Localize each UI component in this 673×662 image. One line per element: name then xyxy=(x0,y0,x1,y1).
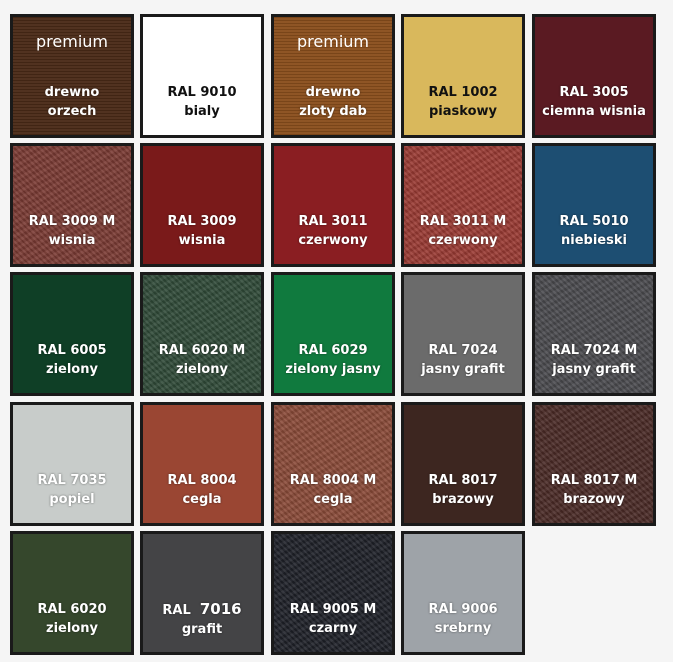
swatch-code: RAL 7024 M xyxy=(550,343,638,358)
color-swatch[interactable]: RAL 8004 M cegla xyxy=(271,402,395,526)
color-swatch[interactable]: premium drewno zloty dab xyxy=(271,14,395,138)
swatch-label: RAL 7016 grafit xyxy=(143,600,261,639)
swatch-name: niebieski xyxy=(561,233,627,248)
swatch-name: cegla xyxy=(313,492,353,507)
swatch-code: drewno xyxy=(305,85,361,100)
swatch-label: RAL 7035 popiel xyxy=(13,471,131,509)
swatch-label: RAL 3009 M wisnia xyxy=(13,212,131,250)
color-swatch[interactable]: RAL 8017 brazowy xyxy=(401,402,525,526)
swatch-label: RAL 6020 zielony xyxy=(13,600,131,638)
swatch-label: RAL 9010 bialy xyxy=(143,83,261,121)
swatch-label: RAL 3011 M czerwony xyxy=(404,212,522,250)
swatch-label: RAL 8017 brazowy xyxy=(404,471,522,509)
color-swatch[interactable]: RAL 6029 zielony jasny xyxy=(271,272,395,396)
swatch-label: RAL 9006 srebrny xyxy=(404,600,522,638)
swatch-code: RAL 9010 xyxy=(167,85,237,100)
color-swatch[interactable]: RAL 9010 bialy xyxy=(140,14,264,138)
swatch-name: srebrny xyxy=(434,621,492,636)
swatch-name: brazowy xyxy=(432,492,494,507)
color-swatch[interactable]: RAL 3009 wisnia xyxy=(140,143,264,267)
swatch-name: popiel xyxy=(49,492,95,507)
color-swatch[interactable]: RAL 1002 piaskowy xyxy=(401,14,525,138)
swatch-label: RAL 6029 zielony jasny xyxy=(274,341,392,379)
swatch-name: zielony xyxy=(176,362,228,377)
swatch-name: bialy xyxy=(184,104,220,119)
swatch-code: RAL 3011 M xyxy=(419,214,507,229)
color-swatch[interactable]: RAL 7035 popiel xyxy=(10,402,134,526)
color-swatch[interactable]: RAL 7024 M jasny grafit xyxy=(532,272,656,396)
swatch-code: drewno xyxy=(44,85,100,100)
swatch-label: RAL 7024 jasny grafit xyxy=(404,341,522,379)
color-swatch[interactable]: RAL 3011 M czerwony xyxy=(401,143,525,267)
color-swatch[interactable]: RAL 5010 niebieski xyxy=(532,143,656,267)
swatch-name: wisnia xyxy=(48,233,96,248)
swatch-label: RAL 5010 niebieski xyxy=(535,212,653,250)
swatch-name: brazowy xyxy=(563,492,625,507)
swatch-code: RAL 3005 xyxy=(559,85,629,100)
swatch-name: czerwony xyxy=(428,233,498,248)
color-swatch[interactable]: RAL 9005 M czarny xyxy=(271,531,395,655)
swatch-label: RAL 3011 czerwony xyxy=(274,212,392,250)
swatch-name: jasny grafit xyxy=(552,362,636,377)
swatch-name: orzech xyxy=(47,104,97,119)
swatch-label: RAL 1002 piaskowy xyxy=(404,83,522,121)
swatch-code: RAL 6005 xyxy=(37,343,107,358)
color-swatch[interactable]: RAL 7024 jasny grafit xyxy=(401,272,525,396)
swatch-label: RAL 8004 M cegla xyxy=(274,471,392,509)
color-swatch[interactable]: RAL 9006 srebrny xyxy=(401,531,525,655)
swatch-label: drewno orzech xyxy=(13,83,131,121)
swatch-code: RAL 9005 M xyxy=(289,602,377,617)
swatch-label: RAL 6005 zielony xyxy=(13,341,131,379)
swatch-name: ciemna wisnia xyxy=(542,104,646,119)
premium-label: premium xyxy=(297,32,369,51)
color-swatch[interactable]: RAL 3005 ciemna wisnia xyxy=(532,14,656,138)
swatch-name: zielony jasny xyxy=(285,362,381,377)
swatch-name: zielony xyxy=(46,362,98,377)
swatch-code: RAL 1002 xyxy=(428,85,498,100)
swatch-code: RAL 7035 xyxy=(37,473,107,488)
color-swatch[interactable]: RAL 6020 zielony xyxy=(10,531,134,655)
swatch-code: RAL 8017 M xyxy=(550,473,638,488)
color-swatch[interactable]: RAL 6005 zielony xyxy=(10,272,134,396)
swatch-code: RAL 3011 xyxy=(298,214,368,229)
swatch-name: piaskowy xyxy=(429,104,497,119)
color-swatch[interactable]: RAL 8004 cegla xyxy=(140,402,264,526)
swatch-code: RAL 7016 xyxy=(162,600,242,618)
color-swatch[interactable]: RAL 8017 M brazowy xyxy=(532,402,656,526)
color-swatch[interactable]: RAL 3011 czerwony xyxy=(271,143,395,267)
swatch-code: RAL 6020 M xyxy=(158,343,246,358)
swatch-label: RAL 7024 M jasny grafit xyxy=(535,341,653,379)
swatch-code: RAL 8017 xyxy=(428,473,498,488)
swatch-code: RAL 8004 xyxy=(167,473,237,488)
swatch-name: zielony xyxy=(46,621,98,636)
swatch-name: zloty dab xyxy=(299,104,367,119)
swatch-name: grafit xyxy=(181,622,223,637)
color-swatch[interactable]: RAL 3009 M wisnia xyxy=(10,143,134,267)
premium-label: premium xyxy=(36,32,108,51)
swatch-label: RAL 3009 wisnia xyxy=(143,212,261,250)
swatch-name: jasny grafit xyxy=(421,362,505,377)
color-swatch[interactable]: premium drewno orzech xyxy=(10,14,134,138)
swatch-label: RAL 9005 M czarny xyxy=(274,600,392,638)
swatch-name: czerwony xyxy=(298,233,368,248)
swatch-code: RAL 3009 xyxy=(167,214,237,229)
swatch-code: RAL 3009 M xyxy=(28,214,116,229)
swatch-label: drewno zloty dab xyxy=(274,83,392,121)
swatch-label: RAL 3005 ciemna wisnia xyxy=(535,83,653,121)
swatch-code: RAL 6020 xyxy=(37,602,107,617)
swatch-name: cegla xyxy=(182,492,222,507)
swatch-label: RAL 8004 cegla xyxy=(143,471,261,509)
swatch-code: RAL 6029 xyxy=(298,343,368,358)
color-swatch[interactable]: RAL 6020 M zielony xyxy=(140,272,264,396)
swatch-code: RAL 7024 xyxy=(428,343,498,358)
swatch-code: RAL 8004 M xyxy=(289,473,377,488)
swatch-code: RAL 9006 xyxy=(428,602,498,617)
swatch-label: RAL 6020 M zielony xyxy=(143,341,261,379)
swatch-label: RAL 8017 M brazowy xyxy=(535,471,653,509)
swatch-name: wisnia xyxy=(178,233,226,248)
swatch-name: czarny xyxy=(308,621,358,636)
color-swatch[interactable]: RAL 7016 grafit xyxy=(140,531,264,655)
swatch-code: RAL 5010 xyxy=(559,214,629,229)
